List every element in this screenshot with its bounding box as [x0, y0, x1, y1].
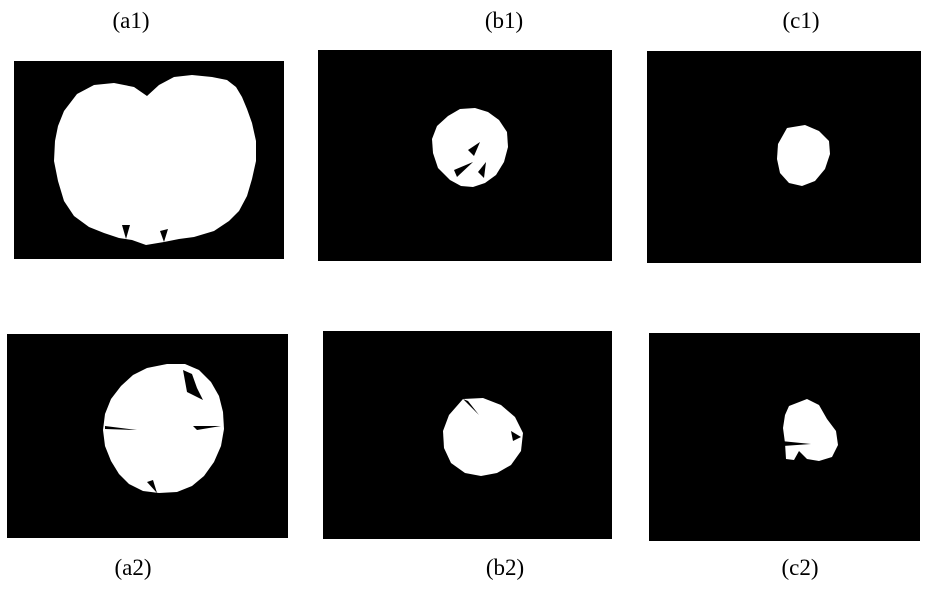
segmentation-mask-b2 [443, 398, 523, 476]
segmentation-panel-a2 [7, 334, 288, 538]
segmentation-panel-a1 [14, 61, 284, 259]
segmentation-mask-b1 [432, 108, 508, 187]
panel-label-b1: (b1) [484, 8, 524, 33]
panel-label-a2: (a2) [114, 555, 152, 580]
panel-label-b2: (b2) [485, 555, 525, 580]
segmentation-mask-c1 [777, 125, 830, 186]
segmentation-mask-a2 [103, 364, 224, 493]
segmentation-mask-a1 [54, 75, 256, 245]
panel-label-c1: (c1) [782, 8, 820, 33]
segmentation-panel-b1 [318, 50, 612, 261]
segmentation-mask-c2 [781, 399, 838, 461]
panel-label-c2: (c2) [781, 555, 819, 580]
panel-label-a1: (a1) [112, 8, 150, 33]
segmentation-panel-c1 [647, 51, 921, 263]
segmentation-panel-c2 [649, 333, 920, 541]
segmentation-panel-b2 [323, 331, 612, 539]
